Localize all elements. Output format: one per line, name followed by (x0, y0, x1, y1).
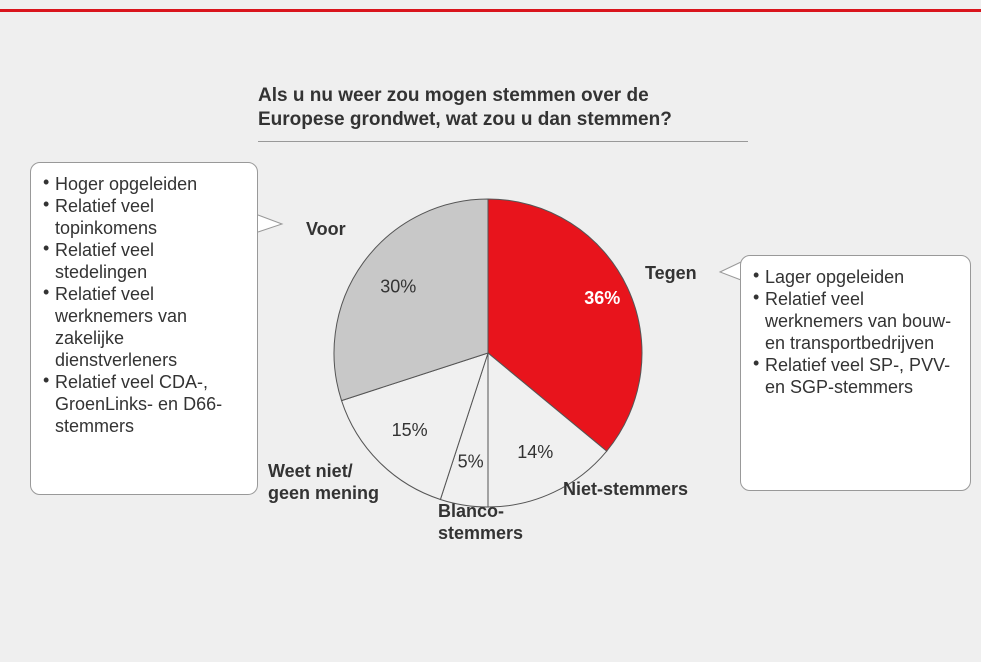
category-label: Weet niet/ geen mening (268, 461, 380, 503)
callout-item: Relatief veel werknemers van zakelijke d… (43, 281, 245, 371)
pie-slice (333, 198, 489, 402)
category-label: Niet-stemmers (563, 479, 689, 499)
callout-box: Hoger opgeleidenRelatief veel topinkomen… (30, 162, 258, 495)
callout-item: Relatief veel SP-, PVV- en SGP-stemmers (753, 352, 958, 398)
value-label: 15% (392, 420, 428, 440)
value-label: 5% (458, 451, 484, 471)
callout-pointer (257, 214, 284, 233)
category-label: Blanco- stemmers (438, 501, 524, 543)
callout-item: Relatief veel topinkomens (43, 193, 245, 239)
category-label: Voor (306, 219, 346, 239)
value-label: 14% (517, 442, 553, 462)
callout-item: Relatief veel CDA-, GroenLinks- en D66-s… (43, 369, 245, 437)
callout-pointer (718, 261, 742, 281)
callout-item: Hoger opgeleiden (43, 171, 245, 195)
callout-box: Lager opgeleidenRelatief veel werknemers… (740, 255, 971, 491)
chart-title: Als u nu weer zou mogen stemmen over de … (258, 85, 672, 130)
value-label: 30% (380, 277, 416, 297)
pie-slice (487, 351, 608, 508)
pie-slice (487, 198, 643, 452)
value-label: 36% (584, 288, 620, 308)
callout-list: Hoger opgeleidenRelatief veel topinkomen… (43, 171, 245, 437)
callout-item: Relatief veel stedelingen (43, 237, 245, 283)
callout-item: Lager opgeleiden (753, 264, 958, 288)
callout-item: Relatief veel werknemers van bouw- en tr… (753, 286, 958, 354)
pie-slice (340, 352, 489, 501)
title-rule (258, 141, 748, 142)
callout-list: Lager opgeleidenRelatief veel werknemers… (753, 264, 958, 398)
category-label: Tegen (645, 263, 697, 283)
top-bar (0, 9, 981, 12)
